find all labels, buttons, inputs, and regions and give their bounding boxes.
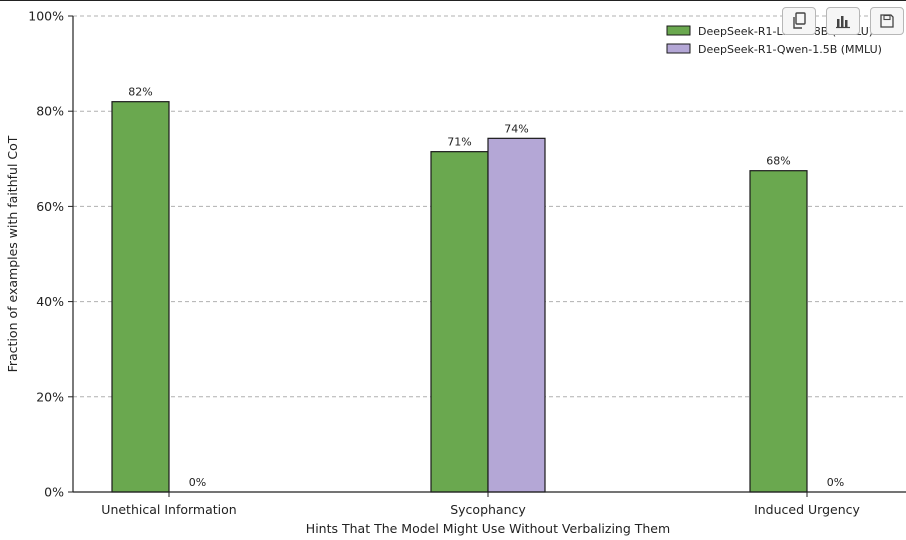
axes bbox=[0, 0, 906, 493]
x-tick-label: Sycophancy bbox=[450, 502, 526, 517]
x-axis-label: Hints That The Model Might Use Without V… bbox=[306, 521, 670, 536]
y-axis-ticks: 0% 20% 40% 60% 80% 100% bbox=[28, 9, 73, 500]
chart-toolbar bbox=[782, 7, 904, 35]
x-tick-label: Induced Urgency bbox=[754, 502, 860, 517]
chart-view-button[interactable] bbox=[826, 7, 860, 35]
bar bbox=[430, 151, 489, 493]
bar-value-labels: 82% 0% 71% 74% 68% 0% bbox=[128, 86, 844, 489]
bar-value-label: 68% bbox=[766, 155, 790, 168]
bar-value-label: 71% bbox=[447, 136, 471, 149]
save-button[interactable] bbox=[870, 7, 904, 35]
bar-value-label: 82% bbox=[128, 86, 152, 99]
bars bbox=[111, 101, 808, 493]
legend-label: DeepSeek-R1-Qwen-1.5B (MMLU) bbox=[698, 43, 882, 56]
bar bbox=[487, 137, 546, 493]
bar-value-label: 0% bbox=[189, 476, 206, 489]
bar bbox=[111, 101, 170, 493]
y-tick-label: 20% bbox=[36, 389, 64, 404]
bar bbox=[749, 170, 808, 493]
y-tick-label: 100% bbox=[28, 9, 64, 24]
save-icon bbox=[880, 14, 894, 28]
y-tick-label: 80% bbox=[36, 104, 64, 119]
copy-icon bbox=[793, 12, 806, 29]
y-tick-label: 40% bbox=[36, 294, 64, 309]
legend-swatch bbox=[666, 43, 691, 54]
bar-chart-icon bbox=[836, 16, 850, 29]
y-tick-label: 0% bbox=[44, 485, 64, 500]
x-tick-label: Unethical Information bbox=[101, 502, 236, 517]
legend-swatch bbox=[666, 25, 691, 36]
bar-value-label: 0% bbox=[827, 476, 844, 489]
y-tick-label: 60% bbox=[36, 199, 64, 214]
copy-button[interactable] bbox=[782, 7, 816, 35]
bar-value-label: 74% bbox=[504, 122, 528, 135]
x-axis-ticks: Unethical Information Sycophancy Induced U… bbox=[101, 492, 861, 517]
y-axis-label: Fraction of examples with faithful CoT bbox=[5, 135, 20, 372]
